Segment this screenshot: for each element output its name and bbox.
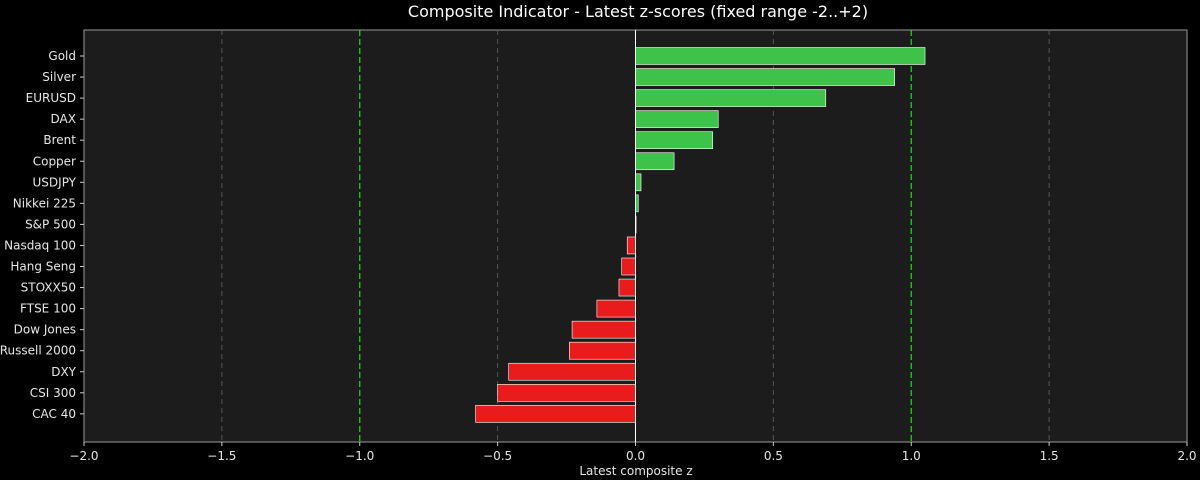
y-tick-label: S&P 500 (25, 217, 76, 231)
y-tick-label: DXY (51, 365, 76, 379)
y-tick-label: Gold (48, 49, 76, 63)
x-tick-label: −1.5 (207, 449, 236, 463)
bar (618, 278, 636, 297)
bar (635, 152, 675, 171)
y-tick-label: FTSE 100 (20, 302, 76, 316)
y-tick-label: CSI 300 (30, 386, 76, 400)
x-tick-label: 0.0 (626, 449, 645, 463)
bar (635, 89, 827, 107)
x-tick-label: −1.0 (345, 449, 374, 463)
bar (635, 47, 926, 65)
y-tick-label: Copper (33, 154, 76, 168)
bar (475, 405, 636, 423)
x-tick-label: −2.0 (69, 449, 98, 463)
y-tick-label: Brent (43, 133, 76, 147)
x-tick-label: −0.5 (483, 449, 512, 463)
y-tick-label: Silver (42, 70, 76, 84)
x-tick-label: 0.5 (764, 449, 783, 463)
grid-lines (221, 30, 1050, 442)
x-tick-label: 2.0 (1177, 449, 1196, 463)
y-axis-tick-labels: Gold Silver EURUSD DAX Brent Copper USDJPY Nikk… (0, 49, 84, 421)
bar (635, 110, 719, 128)
y-tick-label: CAC 40 (32, 407, 76, 421)
y-tick-label: Hang Seng (10, 260, 76, 274)
x-axis-label: Latest composite z (579, 464, 692, 478)
y-tick-label: Russell 2000 (0, 344, 76, 358)
bar (569, 341, 636, 360)
bar (621, 257, 636, 276)
y-tick-label: Dow Jones (14, 323, 76, 337)
bar (497, 383, 636, 402)
bar (596, 299, 636, 318)
x-tick-label: 1.0 (902, 449, 921, 463)
bar (626, 236, 636, 255)
y-tick-label: STOXX50 (21, 281, 76, 295)
chart-title: Composite Indicator - Latest z-scores (f… (408, 2, 868, 21)
x-tick-label: 1.5 (1040, 449, 1059, 463)
x-axis-ticks: −2.0 −1.5 −1.0 −0.5 0.0 0.5 1.0 1.5 2.0 (69, 442, 1197, 463)
y-tick-label: USDJPY (33, 175, 77, 189)
bar (508, 362, 636, 381)
reference-lines (359, 30, 912, 442)
bar (635, 173, 642, 192)
bars (475, 47, 926, 423)
bar (635, 131, 714, 149)
y-tick-label: Nikkei 225 (13, 196, 76, 210)
bar (571, 320, 636, 339)
bar (635, 68, 896, 86)
y-tick-label: DAX (51, 112, 76, 126)
y-tick-label: EURUSD (26, 91, 76, 105)
y-tick-label: Nasdaq 100 (4, 238, 76, 252)
